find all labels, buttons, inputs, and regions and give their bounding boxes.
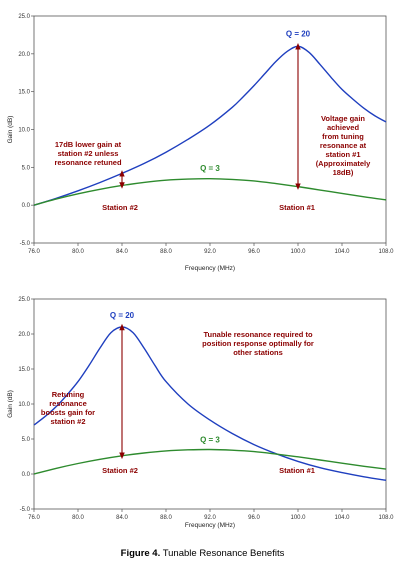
series-label-q3: Q = 3 [200,436,220,445]
y-tick-label: 0.0 [22,472,31,478]
series-line-q20 [33,326,387,481]
annotation-line: station #2 [50,417,85,426]
annotation-line: Station #1 [279,203,315,212]
y-tick-label: 5.0 [22,437,31,443]
annotation-line: from tuning [322,132,364,141]
annotation-line: 18dB) [333,168,354,177]
x-tick-label: 100.0 [290,515,306,521]
annotation-line: Voltage gain [321,114,365,123]
plot-frame [33,15,387,244]
x-tick-label: 76.0 [28,249,40,255]
annotation-line: achieved [327,123,360,132]
annotation-line: other stations [233,348,283,357]
y-axis-title: Gain (dB) [7,116,14,144]
x-tick-label: 108.0 [378,515,394,521]
annotation-line: resonance [49,399,87,408]
annotation-line: Station #2 [102,203,138,212]
annotation-line: position response optimally for [202,339,314,348]
figure-caption-text: Tunable Resonance Benefits [162,548,285,559]
annotation-line: Station #2 [102,466,138,475]
x-axis-title: Frequency (MHz) [185,522,235,529]
x-tick-label: 100.0 [290,249,306,255]
y-tick-label: 20.0 [18,332,30,338]
y-tick-label: -5.0 [20,507,31,513]
y-tick-label: 0.0 [22,203,31,209]
y-axis-title: Gain (dB) [7,390,14,418]
y-tick-label: 10.0 [18,128,30,134]
annotation-line: Station #1 [279,466,315,475]
series-label-q20: Q = 20 [286,29,311,38]
figure-caption-label: Figure 4. [120,548,161,559]
annotation-text: Station #1 [279,466,315,475]
annotation-line: station #2 unless [58,149,119,158]
x-tick-label: 84.0 [116,249,128,255]
annotation-text: Voltage gain achieved from tuning resonance… [316,114,371,177]
annotation-line: resonance retuned [54,158,122,167]
x-tick-label: 96.0 [248,249,260,255]
annotation-text: Station #1 [279,203,315,212]
x-tick-label: 80.0 [72,249,84,255]
annotation-line: Retuning [52,390,85,399]
annotation-line: resonance at [320,141,367,150]
x-tick-label: 88.0 [160,515,172,521]
x-tick-label: 104.0 [334,249,350,255]
annotation-text: Retuning resonance boosts gain for station … [41,390,95,426]
series-label-q20: Q = 20 [110,311,135,320]
annotation-text: Station #2 [102,203,138,212]
bottom-resonance-chart: -5.0 0.0 5.0 10.0 15.0 20.0 25.0 76.0 80.0 84.0 88… [7,297,394,529]
x-axis-title: Frequency (MHz) [185,265,235,272]
annotation-text: Tunable resonance required to position re… [202,330,314,357]
top-resonance-chart: -5.0 0.0 5.0 10.0 15.0 20.0 25.0 76.0 80.0 84.0 88… [7,14,394,272]
y-tick-label: 25.0 [18,14,30,20]
plot-frame [33,298,387,510]
x-tick-label: 84.0 [116,515,128,521]
y-tick-label: 5.0 [22,165,31,171]
x-tick-label: 80.0 [72,515,84,521]
x-tick-label: 88.0 [160,249,172,255]
y-tick-label: 15.0 [18,367,30,373]
x-tick-label: 108.0 [378,249,394,255]
annotation-text: 17dB lower gain at station #2 unless reson… [54,140,122,167]
annotation-line: 17dB lower gain at [55,140,122,149]
y-tick-label: 25.0 [18,297,30,303]
series-line-q3 [33,177,387,206]
y-tick-label: 20.0 [18,52,30,58]
y-tick-label: -5.0 [20,241,31,247]
x-tick-label: 104.0 [334,515,350,521]
annotation-line: (Approximately [316,159,371,168]
series-label-q3: Q = 3 [200,164,220,173]
x-tick-label: 92.0 [204,515,216,521]
series-line-q3 [33,448,387,475]
annotation-line: boosts gain for [41,408,95,417]
annotation-text: Station #2 [102,466,138,475]
figure-caption: Figure 4. Tunable Resonance Benefits [0,548,405,559]
y-tick-label: 10.0 [18,402,30,408]
y-tick-label: 15.0 [18,90,30,96]
annotation-line: Tunable resonance required to [203,330,312,339]
x-tick-label: 96.0 [248,515,260,521]
annotation-line: station #1 [325,150,360,159]
x-tick-label: 76.0 [28,515,40,521]
x-tick-label: 92.0 [204,249,216,255]
